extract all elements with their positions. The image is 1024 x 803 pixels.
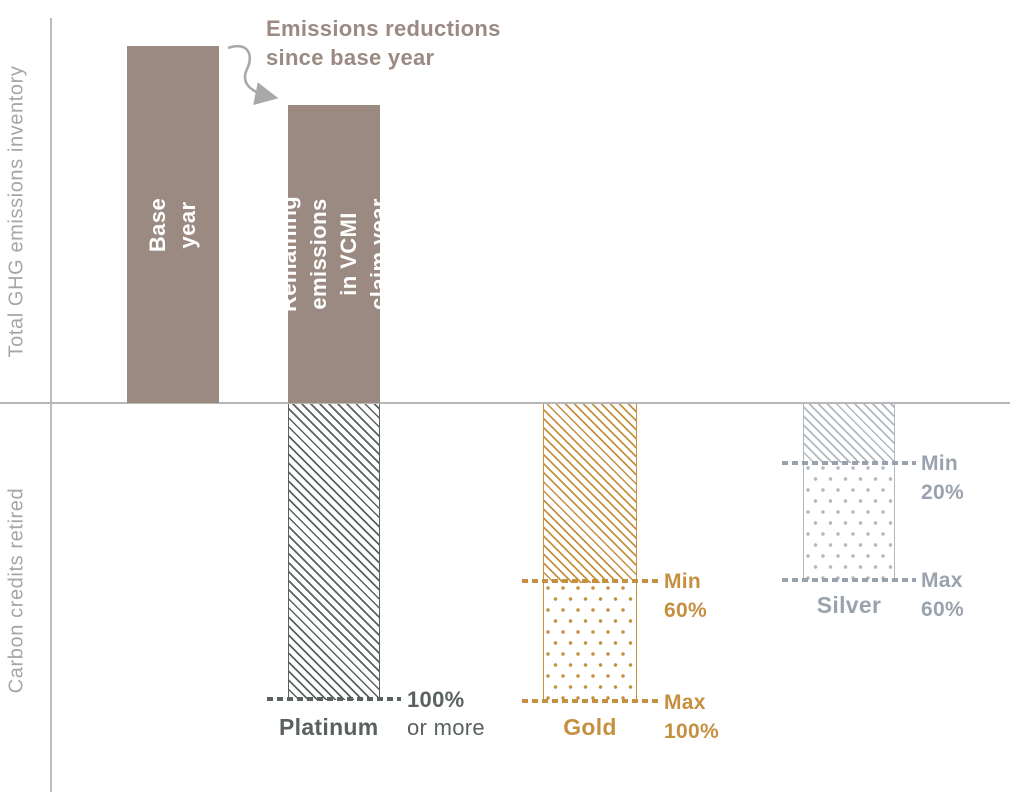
y-axis-line xyxy=(50,18,52,792)
remaining-emissions-bar: Remaining emissions in VCMI claim year xyxy=(276,105,391,403)
gold-min-label: Min 60% xyxy=(664,570,707,622)
y-axis-label-bottom-wrap: Carbon credits retired xyxy=(0,450,34,730)
silver-bar xyxy=(803,404,895,580)
emissions-reduction-annotation: Emissions reductions since base year xyxy=(266,16,501,70)
silver-dots-area xyxy=(804,463,894,580)
y-axis-label-top-wrap: Total GHG emissions inventory xyxy=(0,46,34,376)
remaining-emissions-bar-label: Remaining emissions in VCMI claim year xyxy=(276,195,391,313)
silver-label: Silver xyxy=(816,592,882,618)
silver-min-label: Min 20% xyxy=(921,452,964,504)
base-year-bar-label: Base year xyxy=(145,197,200,252)
platinum-bar xyxy=(288,404,380,700)
platinum-value: 100% xyxy=(407,687,465,712)
y-axis-label-bottom: Carbon credits retired xyxy=(5,487,28,693)
base-year-bar: Base year xyxy=(127,46,219,403)
platinum-label: Platinum xyxy=(279,714,379,740)
silver-hatch-area xyxy=(804,404,894,463)
platinum-hatch-area xyxy=(289,404,379,700)
gold-max-label: Max 100% xyxy=(664,691,719,743)
x-axis-line xyxy=(0,402,1010,404)
gold-max-line xyxy=(522,699,658,703)
silver-max-label: Max 60% xyxy=(921,569,964,621)
gold-dots-area xyxy=(544,583,636,701)
curved-arrow-icon xyxy=(227,45,279,106)
platinum-100pct-line xyxy=(267,697,401,701)
silver-min-line xyxy=(782,461,916,465)
gold-label: Gold xyxy=(563,714,617,740)
platinum-qualifier: or more xyxy=(407,715,485,740)
y-axis-label-top: Total GHG emissions inventory xyxy=(5,65,28,357)
gold-hatch-area xyxy=(544,404,636,583)
gold-min-line xyxy=(522,579,658,583)
silver-max-line xyxy=(782,578,916,582)
gold-bar xyxy=(543,404,637,701)
